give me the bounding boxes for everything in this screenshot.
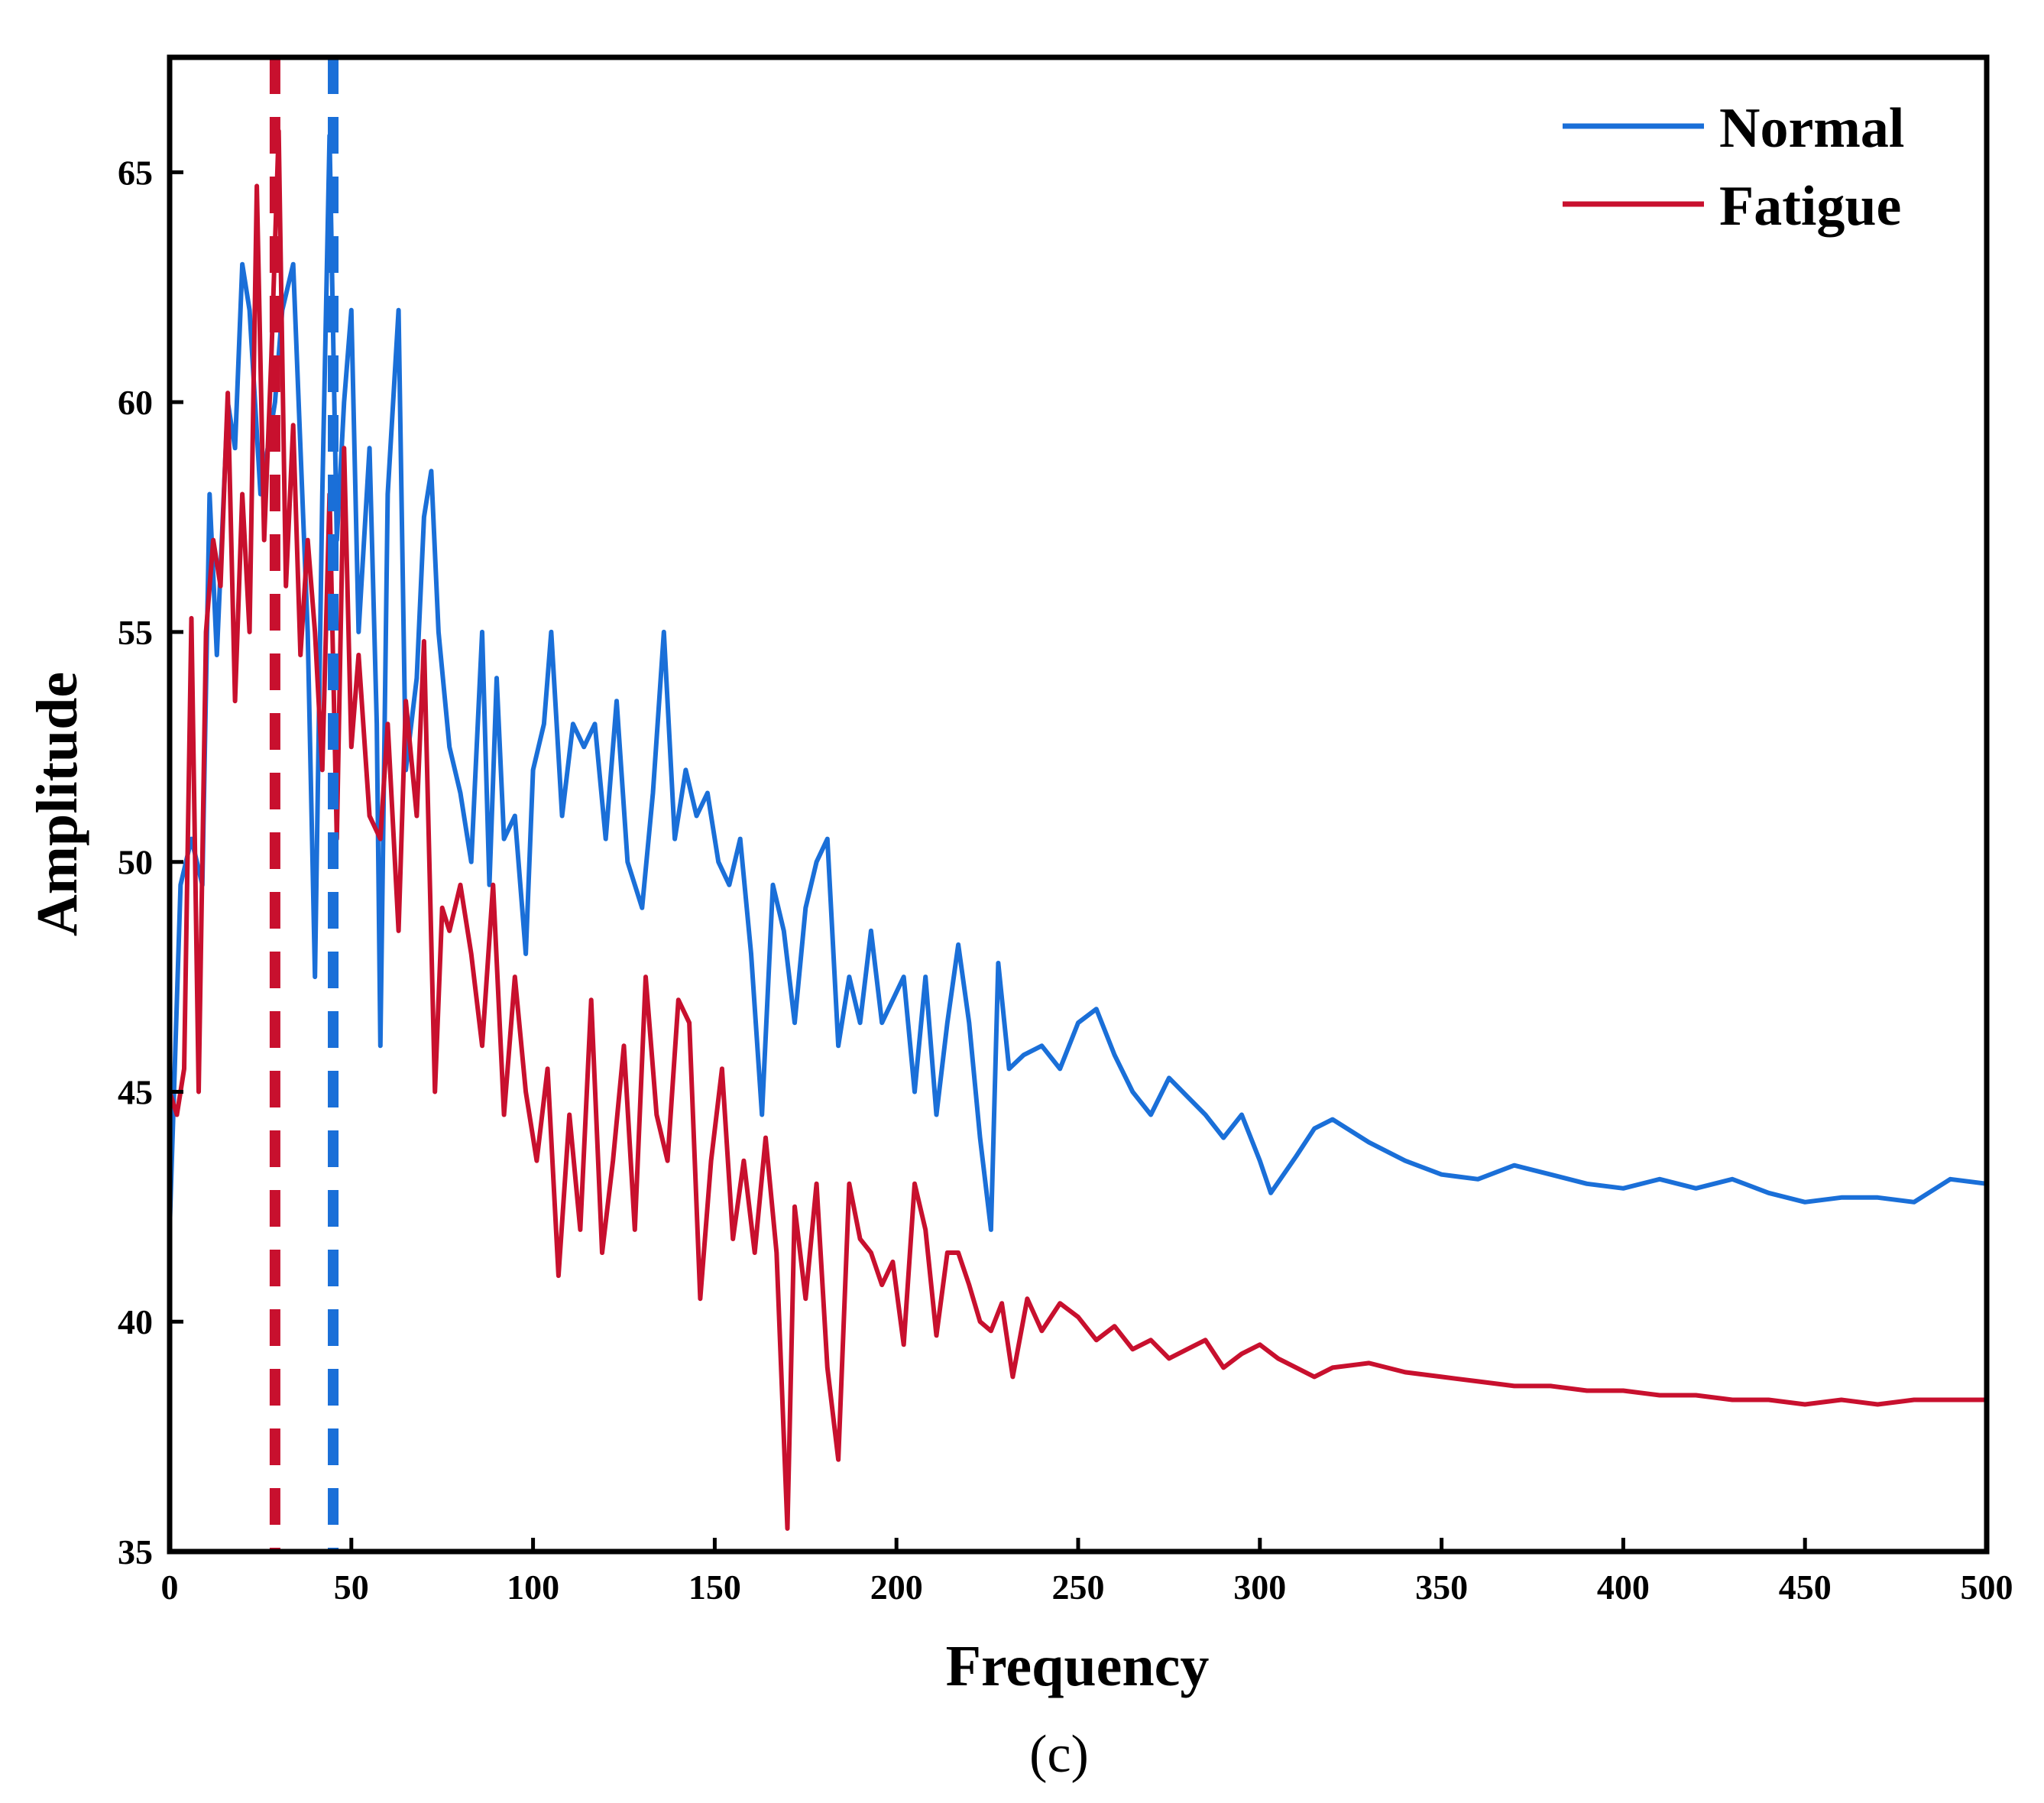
reference-lines-layer: [269, 57, 339, 1552]
y-tick-label: 60: [118, 383, 153, 422]
y-tick-label: 40: [118, 1302, 153, 1341]
y-axis: 35 40 45 50 55 60 65: [118, 153, 183, 1571]
x-tick-label: 250: [1052, 1568, 1105, 1607]
y-tick-label: 65: [118, 153, 153, 192]
legend-label-fatigue: Fatigue: [1719, 175, 1901, 238]
x-axis-title: Frequency: [946, 1634, 1210, 1698]
y-axis-title: Amplitude: [25, 672, 89, 936]
x-axis: 0 50 100 150 200 250 300 350 400 450 500: [161, 1538, 2013, 1607]
y-tick-label: 50: [118, 843, 153, 882]
figure-caption: (c): [1029, 1725, 1089, 1784]
series-line-normal: [167, 133, 1989, 1232]
x-tick-label: 300: [1233, 1568, 1286, 1607]
series-layer: [167, 128, 1989, 1531]
x-tick-label: 350: [1415, 1568, 1468, 1607]
x-tick-label: 150: [688, 1568, 741, 1607]
y-tick-label: 55: [118, 613, 153, 652]
x-tick-label: 500: [1961, 1568, 2013, 1607]
y-tick-label: 35: [118, 1532, 153, 1571]
plot-frame: [167, 54, 1990, 1555]
x-tick-label: 450: [1779, 1568, 1832, 1607]
legend-label-normal: Normal: [1719, 97, 1905, 160]
series-line-fatigue: [167, 128, 1989, 1531]
x-tick-label: 0: [161, 1568, 179, 1607]
legend: Normal Fatigue: [1563, 97, 1905, 238]
x-tick-label: 400: [1597, 1568, 1650, 1607]
x-tick-label: 200: [870, 1568, 923, 1607]
y-tick-label: 45: [118, 1072, 153, 1111]
x-tick-label: 100: [507, 1568, 559, 1607]
x-tick-label: 50: [334, 1568, 369, 1607]
